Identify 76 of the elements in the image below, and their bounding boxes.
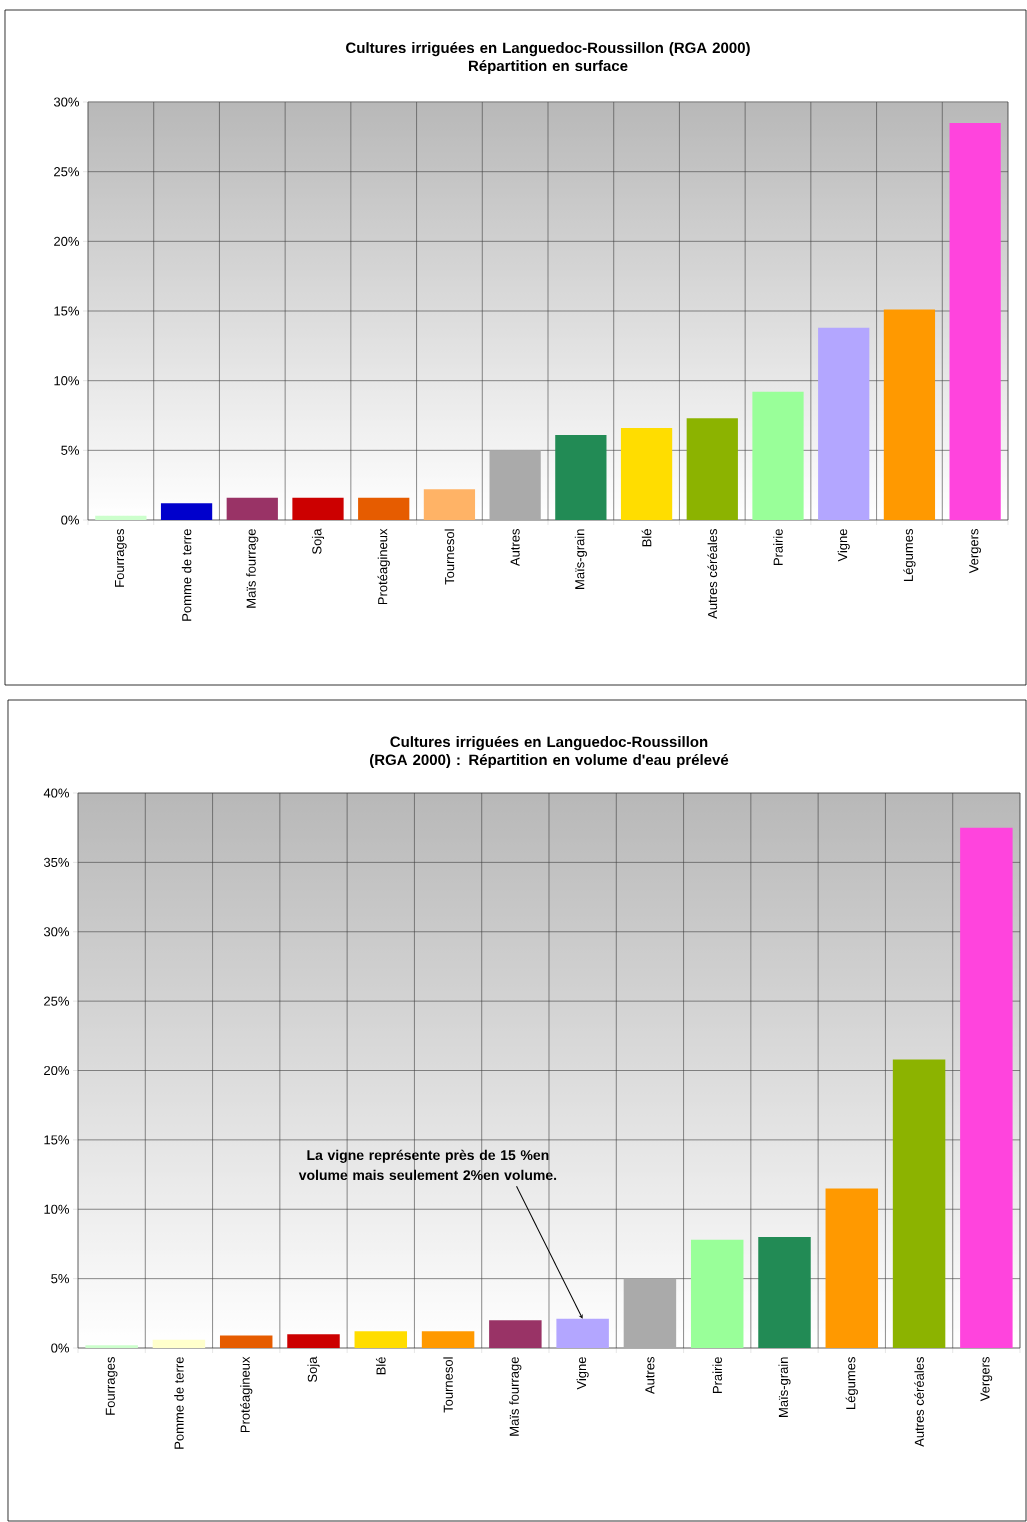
bar (620, 428, 673, 521)
x-tick-label: Légumes (845, 1357, 858, 1409)
bar (226, 497, 278, 521)
bar (358, 497, 410, 521)
x-tick-label: Autres (645, 1357, 655, 1395)
x-tick-label: Pomme de terre (174, 1357, 184, 1449)
bar (883, 309, 936, 521)
x-tick-label: Prairie (773, 529, 783, 566)
bar (95, 515, 147, 521)
bar (686, 418, 738, 521)
bar (556, 1318, 609, 1349)
x-tick-label: Autres céréales (707, 529, 718, 619)
x-tick-label: Maïs-grain (778, 1357, 791, 1417)
bar (423, 489, 476, 521)
x-tick-label: Maïs-grain (574, 529, 587, 589)
chart-title: Cultures irriguées en Languedoc-Roussillon (RGA 2000) (346, 41, 750, 57)
bar (623, 1278, 677, 1349)
bar (758, 1237, 811, 1349)
y-tick-label: 10% (44, 1204, 70, 1214)
x-tick-label: Blé (375, 1357, 386, 1375)
y-tick-label: 25% (44, 996, 70, 1006)
x-tick-label: Fourrages (105, 1357, 118, 1415)
y-tick-label: 25% (54, 167, 80, 177)
x-tick-label: Vigne (576, 1357, 589, 1390)
bar (949, 122, 1001, 521)
y-tick-label: 35% (43, 857, 70, 867)
bar (85, 1345, 138, 1349)
bar (354, 1331, 408, 1349)
bar (160, 503, 213, 521)
chart-subtitle: Répartition en surface (468, 59, 628, 75)
bar (489, 1320, 542, 1349)
bar (555, 435, 607, 521)
x-tick-label: Autres (510, 529, 520, 567)
x-tick-label: Vergers (969, 529, 981, 574)
bar (287, 1334, 340, 1349)
y-tick-label: 0% (51, 1343, 70, 1353)
y-tick-label: 30% (43, 927, 70, 937)
y-tick-label: 15% (54, 306, 80, 316)
x-tick-label: Légumes (903, 529, 916, 581)
x-tick-label: Tournesol (444, 529, 455, 585)
x-tick-label: Tournesol (443, 1357, 453, 1413)
bar (489, 450, 541, 521)
x-tick-label: Vigne (837, 529, 850, 562)
x-tick-label: Maïs fourrage (509, 1357, 522, 1436)
y-tick-label: 30% (53, 97, 80, 107)
x-tick-label: Prairie (712, 1357, 722, 1394)
y-tick-label: 5% (61, 445, 80, 455)
bar (818, 327, 870, 521)
y-tick-label: 20% (54, 236, 80, 246)
chart-title: Cultures irriguées en Languedoc-Roussillon (RGA 2000) : Répartition en volume d'eau prélevé (370, 735, 729, 769)
x-tick-label: Soja (311, 528, 325, 554)
y-tick-label: 40% (43, 788, 70, 798)
bar (690, 1239, 744, 1349)
bar (825, 1188, 879, 1349)
y-tick-label: 10% (54, 376, 80, 386)
bar (292, 497, 344, 521)
y-tick-label: 20% (44, 1065, 70, 1076)
y-tick-label: 15% (44, 1135, 70, 1145)
y-tick-label: 5% (51, 1274, 70, 1284)
x-tick-label: Protéagineux (240, 1356, 253, 1433)
x-tick-label: Pomme de terre (181, 529, 192, 621)
bar (421, 1331, 475, 1349)
x-tick-label: Autres céréales (914, 1357, 924, 1447)
x-tick-label: Blé (641, 529, 652, 547)
x-tick-label: Maïs fourrage (246, 529, 259, 608)
bar (960, 827, 1013, 1349)
y-tick-label: 0% (61, 515, 80, 525)
x-tick-label: Fourrages (115, 529, 127, 587)
x-tick-label: Protéagineux (377, 528, 390, 605)
x-tick-label: Soja (307, 1356, 320, 1382)
bar (152, 1339, 206, 1349)
x-tick-label: Vergers (980, 1357, 993, 1402)
annotation: La vigne représente près de 15 %en volume mais seulement 2%en volume. (298, 1149, 557, 1181)
bar (892, 1059, 946, 1349)
bar (219, 1335, 273, 1349)
bar (752, 391, 804, 521)
